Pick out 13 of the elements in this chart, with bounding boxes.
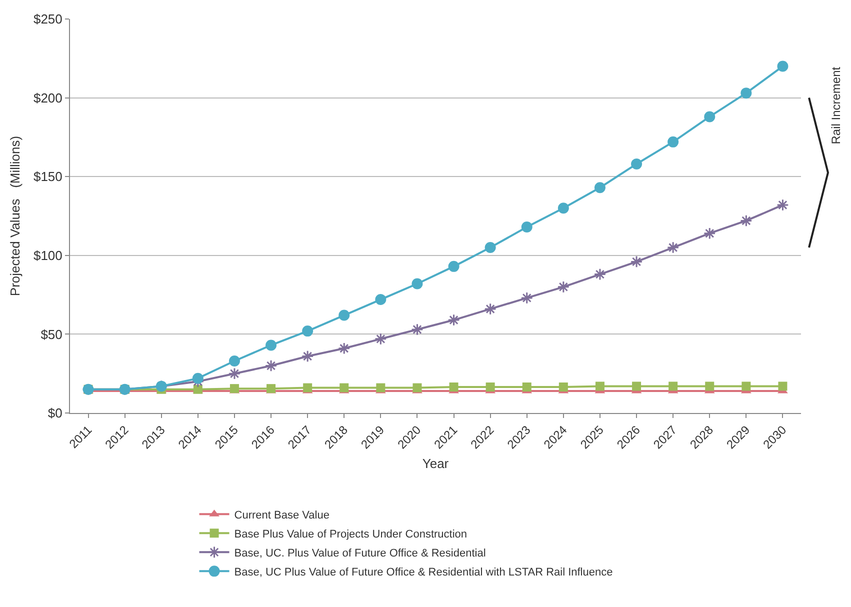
legend-label: Base Plus Value of Projects Under Construction: [234, 528, 468, 540]
y-axis-title: Projected Values (Millions): [7, 136, 22, 296]
legend-label: Base, UC. Plus Value of Future Office & Residential: [234, 547, 486, 560]
x-axis-title: Year: [422, 456, 450, 472]
y-tick-label: $100: [33, 248, 62, 263]
text: Rail Increment: [828, 66, 843, 144]
y-tick-label: $250: [33, 12, 62, 27]
y-tick-label: $0: [48, 406, 62, 421]
y-tick-label: $150: [33, 169, 62, 184]
legend-label: Base, UC Plus Value of Future Office & Residential with LSTAR Rail Influence: [234, 566, 613, 578]
legend-label: Current Base Value: [234, 509, 330, 522]
y-tick-label: $200: [33, 90, 62, 106]
y-tick-label: $50: [40, 326, 62, 342]
